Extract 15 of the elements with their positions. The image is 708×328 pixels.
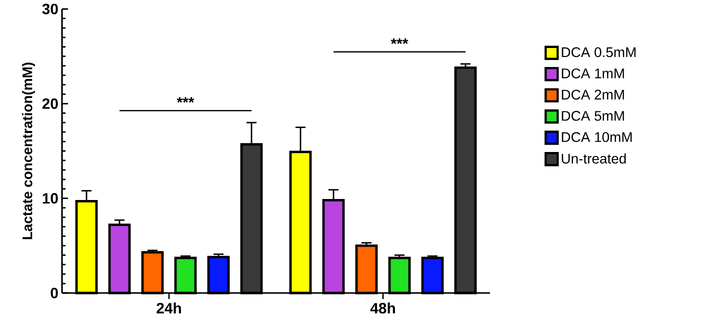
annotation: *** xyxy=(176,97,194,103)
legend-label: DCA 10mM xyxy=(562,132,632,142)
legend-label: DCA 0.5mM xyxy=(562,47,636,58)
legend-label: DCA 5mM xyxy=(562,110,624,121)
annotation: *** xyxy=(390,38,408,44)
y-tick-label: 20 xyxy=(42,98,58,109)
y-axis-title: Lactate concentration(mM) xyxy=(22,62,36,240)
x-tick-label: 24h xyxy=(156,302,181,314)
y-tick-label: 0 xyxy=(50,288,58,298)
x-tick-label: 48h xyxy=(370,302,395,314)
legend-label: Un-treated xyxy=(562,153,626,164)
y-tick-label: 10 xyxy=(42,193,58,204)
legend-label: DCA 2mM xyxy=(562,90,624,100)
y-tick-label: 30 xyxy=(42,4,58,14)
legend-label: DCA 1mM xyxy=(562,68,624,78)
